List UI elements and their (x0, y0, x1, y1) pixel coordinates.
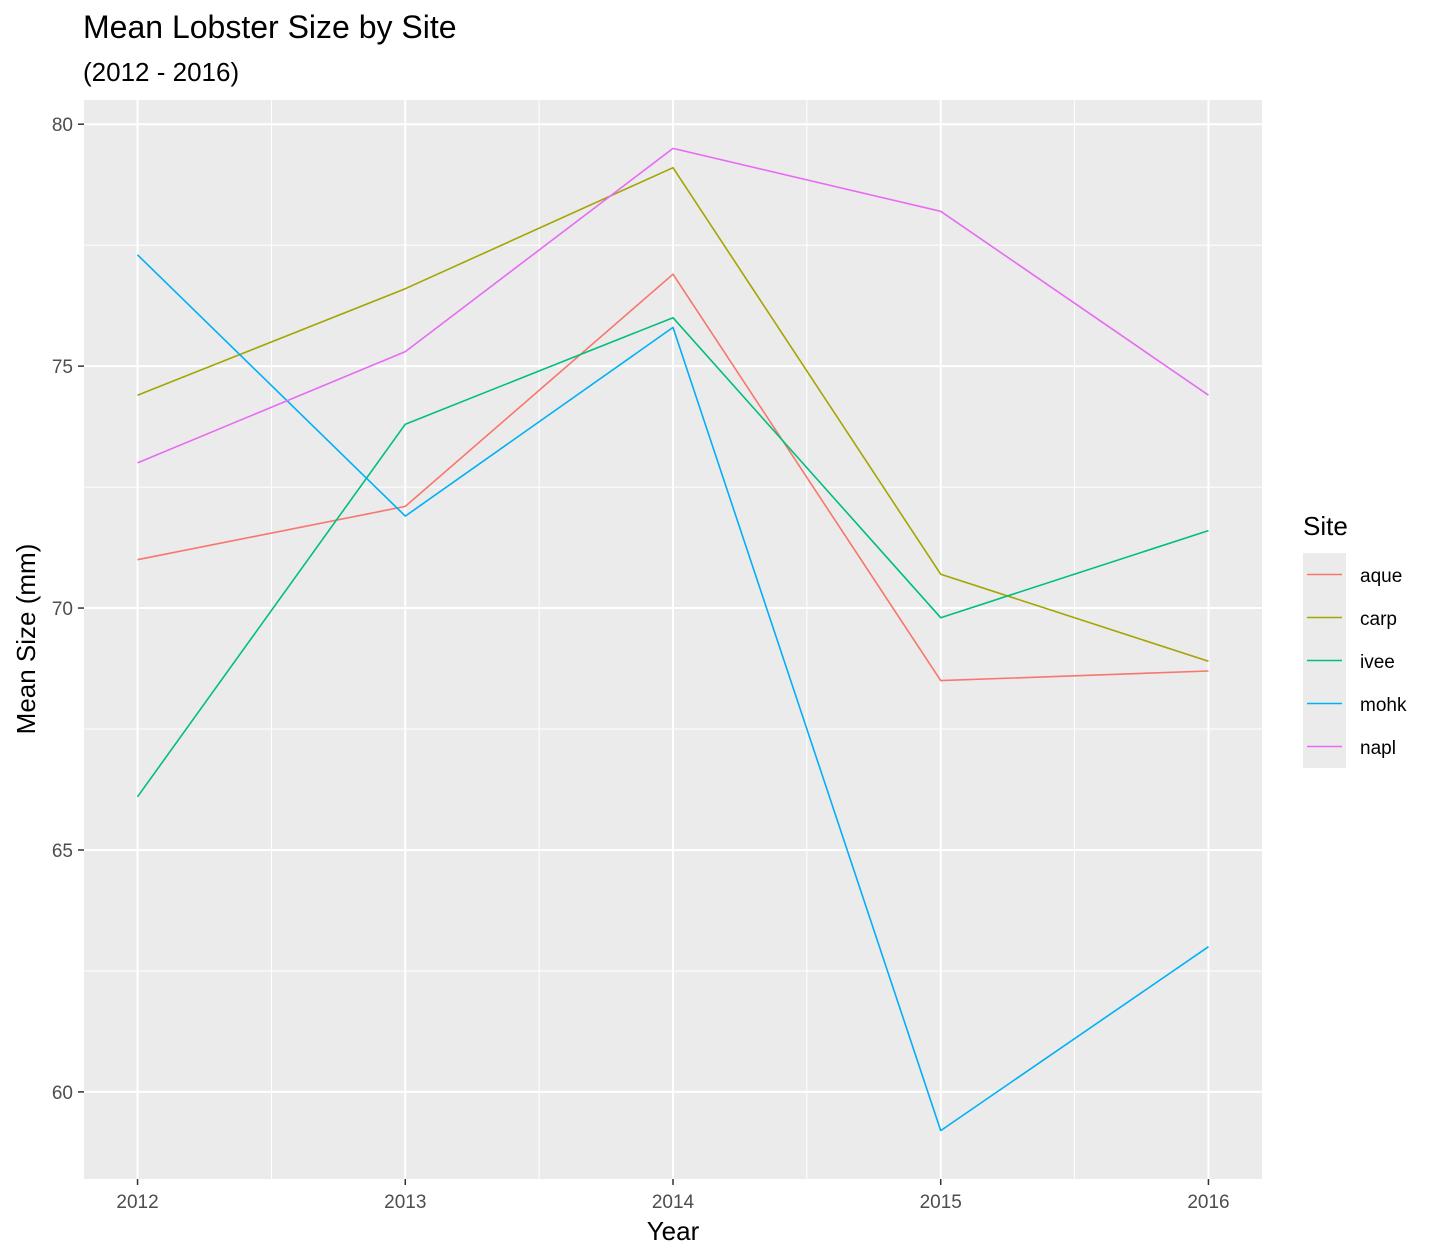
major-gridlines (84, 100, 1262, 1179)
legend-label: napl (1360, 738, 1396, 759)
x-tick-label: 2012 (116, 1192, 158, 1213)
series-lines (136, 147, 1209, 1132)
chart-title: Mean Lobster Size by Site (83, 9, 457, 45)
legend-label: ivee (1360, 652, 1395, 673)
x-axis-title: Year (647, 1216, 700, 1246)
x-tick-label: 2013 (384, 1192, 426, 1213)
y-tick-label: 80 (52, 115, 73, 136)
legend-item-napl: napl (1303, 725, 1396, 768)
y-tick-label: 65 (52, 841, 73, 862)
series-line-aque (137, 273, 1209, 682)
x-tick-label: 2014 (652, 1192, 695, 1213)
y-tick-label: 75 (52, 357, 73, 378)
legend-item-carp: carp (1303, 596, 1397, 639)
legend-title: Site (1303, 511, 1348, 541)
series-line-napl (137, 147, 1209, 464)
chart-subtitle: (2012 - 2016) (83, 57, 239, 87)
legend-item-ivee: ivee (1303, 639, 1395, 682)
x-axis: 2012 2013 2014 2015 2016 (116, 1179, 1230, 1213)
y-tick-label: 60 (52, 1083, 73, 1104)
legend: Site aque carp ivee mohk napl (1303, 511, 1407, 768)
x-tick-label: 2015 (920, 1192, 962, 1213)
legend-item-mohk: mohk (1303, 682, 1407, 725)
legend-item-aque: aque (1303, 553, 1402, 596)
y-axis: 60 65 70 75 80 (52, 115, 84, 1104)
legend-label: mohk (1360, 695, 1407, 716)
legend-label: aque (1360, 566, 1402, 587)
y-tick-label: 70 (52, 599, 73, 620)
y-axis-title: Mean Size (mm) (11, 544, 41, 735)
series-line-mohk (136, 254, 1209, 1132)
series-line-carp (137, 166, 1209, 663)
x-tick-label: 2016 (1187, 1192, 1229, 1213)
series-line-ivee (136, 316, 1209, 798)
legend-label: carp (1360, 609, 1397, 630)
